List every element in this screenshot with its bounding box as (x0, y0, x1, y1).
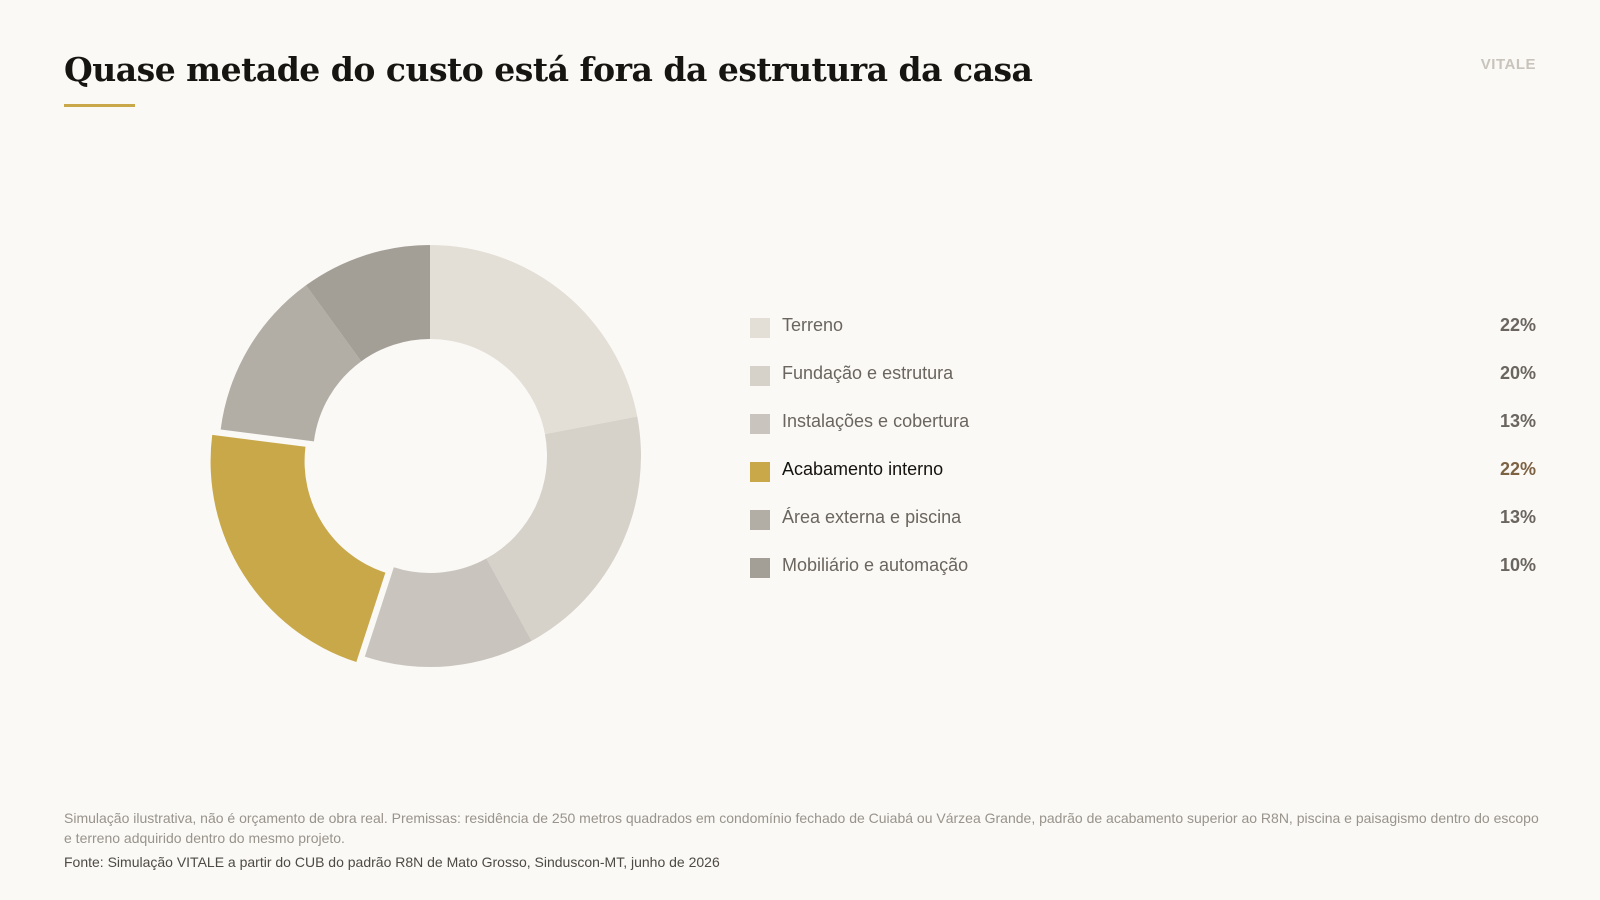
brand-logo: VITALE (1480, 56, 1536, 73)
legend-label: Acabamento interno (782, 459, 944, 479)
donut-chart (210, 245, 641, 667)
donut-slice-2 (364, 558, 532, 667)
footnote: Simulação ilustrativa, não é orçamento d… (64, 810, 1539, 846)
legend-swatch (750, 318, 770, 338)
donut-slice-1 (486, 416, 641, 641)
donut-slice-0 (430, 245, 638, 435)
legend-value: 13% (1499, 411, 1536, 431)
donut-slice-3 (210, 434, 386, 663)
legend-label: Mobiliário e automação (782, 555, 969, 575)
legend-value: 10% (1499, 555, 1536, 575)
legend-item: Acabamento interno 22% (750, 454, 1536, 502)
legend-value: 22% (1499, 459, 1536, 479)
legend-item: Mobiliário e automação 10% (750, 550, 1536, 598)
legend-label: Fundação e estrutura (782, 363, 954, 383)
legend-swatch (750, 414, 770, 434)
legend-label: Terreno (782, 315, 844, 335)
legend-value: 20% (1499, 363, 1536, 383)
legend-item: Área externa e piscina 13% (750, 502, 1536, 550)
donut-slice-4 (220, 285, 362, 442)
legend-item: Instalações e cobertura 13% (750, 406, 1536, 454)
legend-label: Instalações e cobertura (782, 411, 970, 431)
legend-item: Fundação e estrutura 20% (750, 358, 1536, 406)
legend-swatch (750, 558, 770, 578)
donut-slice-5 (305, 245, 430, 362)
legend-swatch (750, 366, 770, 386)
source-note: Fonte: Simulação VITALE a partir do CUB … (64, 854, 720, 870)
legend-value: 22% (1499, 315, 1536, 335)
chart-legend: Terreno 22% Fundação e estrutura 20% Instala… (750, 310, 1536, 598)
title-underline (64, 104, 135, 107)
legend-label: Área externa e piscina (782, 507, 962, 527)
legend-swatch (750, 462, 770, 482)
legend-swatch (750, 510, 770, 530)
page-title: Quase metade do custo está fora da estru… (64, 50, 1033, 89)
legend-item: Terreno 22% (750, 310, 1536, 358)
legend-value: 13% (1499, 507, 1536, 527)
